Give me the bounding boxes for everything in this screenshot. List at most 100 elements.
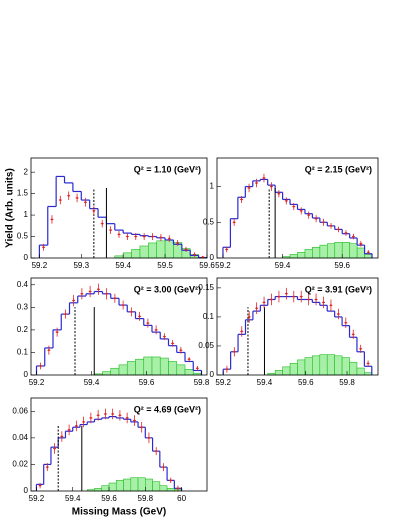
data-point (118, 414, 121, 417)
background-bin (289, 363, 298, 376)
x-tick-label: 59.8 (339, 378, 355, 387)
data-point (185, 248, 188, 251)
data-point (277, 192, 280, 195)
data-point (97, 288, 100, 291)
data-point (255, 182, 258, 184)
data-point (140, 426, 143, 429)
data-point (248, 315, 251, 318)
data-point (322, 221, 325, 224)
background-bin (297, 359, 306, 376)
data-point (68, 428, 71, 431)
data-point (97, 414, 100, 417)
background-bin (135, 358, 145, 376)
data-point (248, 187, 251, 189)
data-point (109, 229, 112, 232)
background-bin (148, 242, 158, 259)
data-point (352, 333, 355, 336)
data-point (155, 328, 158, 331)
data-point (159, 236, 162, 239)
y-tick-label: 0 (210, 370, 215, 379)
y-tick-label: 0 (24, 486, 29, 495)
x-tick-label: 59.2 (215, 261, 231, 270)
data-point (89, 290, 92, 293)
data-point (233, 350, 236, 353)
x-tick-label: 59.6 (199, 261, 215, 270)
background-bin (118, 364, 128, 376)
panel-title: Q² = 3.91 (GeV²) (305, 284, 372, 294)
plot-frame (30, 397, 208, 492)
background-bin (326, 354, 335, 376)
data-point (315, 298, 318, 301)
x-tick-label: 59.4 (65, 494, 81, 503)
background-bin (156, 240, 166, 259)
y-tick-label: 1 (210, 182, 215, 191)
data-point (122, 304, 125, 307)
background-bin (319, 354, 328, 376)
data-point (39, 484, 42, 487)
background-bin (159, 485, 168, 492)
data-point (168, 237, 171, 240)
data-point (300, 295, 303, 298)
background-bin (312, 246, 321, 259)
y-tick-label: 0.15 (198, 283, 214, 292)
data-point (76, 196, 79, 199)
background-bin (126, 361, 136, 376)
background-bin (131, 249, 141, 259)
y-tick-label: 1 (24, 210, 29, 219)
y-tick-label: 0.06 (12, 406, 28, 415)
x-tick-label: 59.6 (334, 261, 350, 270)
data-point (118, 233, 120, 236)
data-point (72, 299, 75, 302)
data-point (292, 205, 295, 208)
data-point (329, 304, 332, 307)
data-point (262, 177, 265, 179)
x-tick-label: 59.2 (32, 261, 48, 270)
background-bin (159, 357, 169, 376)
data-point (330, 224, 333, 227)
background-bin (341, 357, 350, 376)
background-bin (137, 477, 146, 492)
y-tick-label: 0.1 (17, 348, 29, 357)
x-tick-label: 59.3 (73, 261, 89, 270)
x-tick-label: 59.6 (139, 378, 155, 387)
data-point (188, 358, 191, 361)
background-bin (168, 361, 178, 376)
x-tick-label: 59.6 (101, 494, 117, 503)
x-tick-label: 59.4 (84, 378, 100, 387)
background-bin (110, 367, 120, 376)
data-point (307, 214, 310, 217)
y-tick-label: 0 (210, 253, 215, 262)
plot-frame (216, 277, 379, 376)
y-tick-label: 0.3 (17, 302, 29, 311)
x-tick-label: 59.2 (29, 494, 45, 503)
background-bin (341, 241, 350, 259)
x-tick-label: 59.5 (157, 261, 173, 270)
plot-frame (216, 157, 379, 259)
data-point (352, 235, 355, 238)
background-bin (115, 480, 124, 492)
data-point (255, 307, 258, 310)
data-point (225, 368, 228, 371)
background-bin (297, 251, 306, 259)
data-point (292, 295, 295, 298)
background-bin (334, 355, 343, 376)
plot-frame (30, 277, 208, 376)
panel-title: Q² = 3.00 (GeV²) (134, 284, 201, 294)
x-tick-label: 59.4 (257, 378, 273, 387)
data-point (47, 349, 50, 352)
y-tick-label: 0.5 (17, 232, 29, 241)
data-point (233, 221, 236, 224)
background-bin (327, 243, 336, 259)
data-point (143, 235, 146, 238)
data-point (240, 198, 243, 201)
data-point (89, 416, 92, 419)
background-bin (123, 478, 132, 492)
background-bin (349, 361, 358, 376)
background-bin (152, 481, 161, 492)
data-point (130, 310, 133, 313)
data-point (270, 298, 273, 301)
x-tick-label: 59.6 (298, 378, 314, 387)
data-point (133, 419, 136, 422)
data-point (196, 367, 199, 370)
